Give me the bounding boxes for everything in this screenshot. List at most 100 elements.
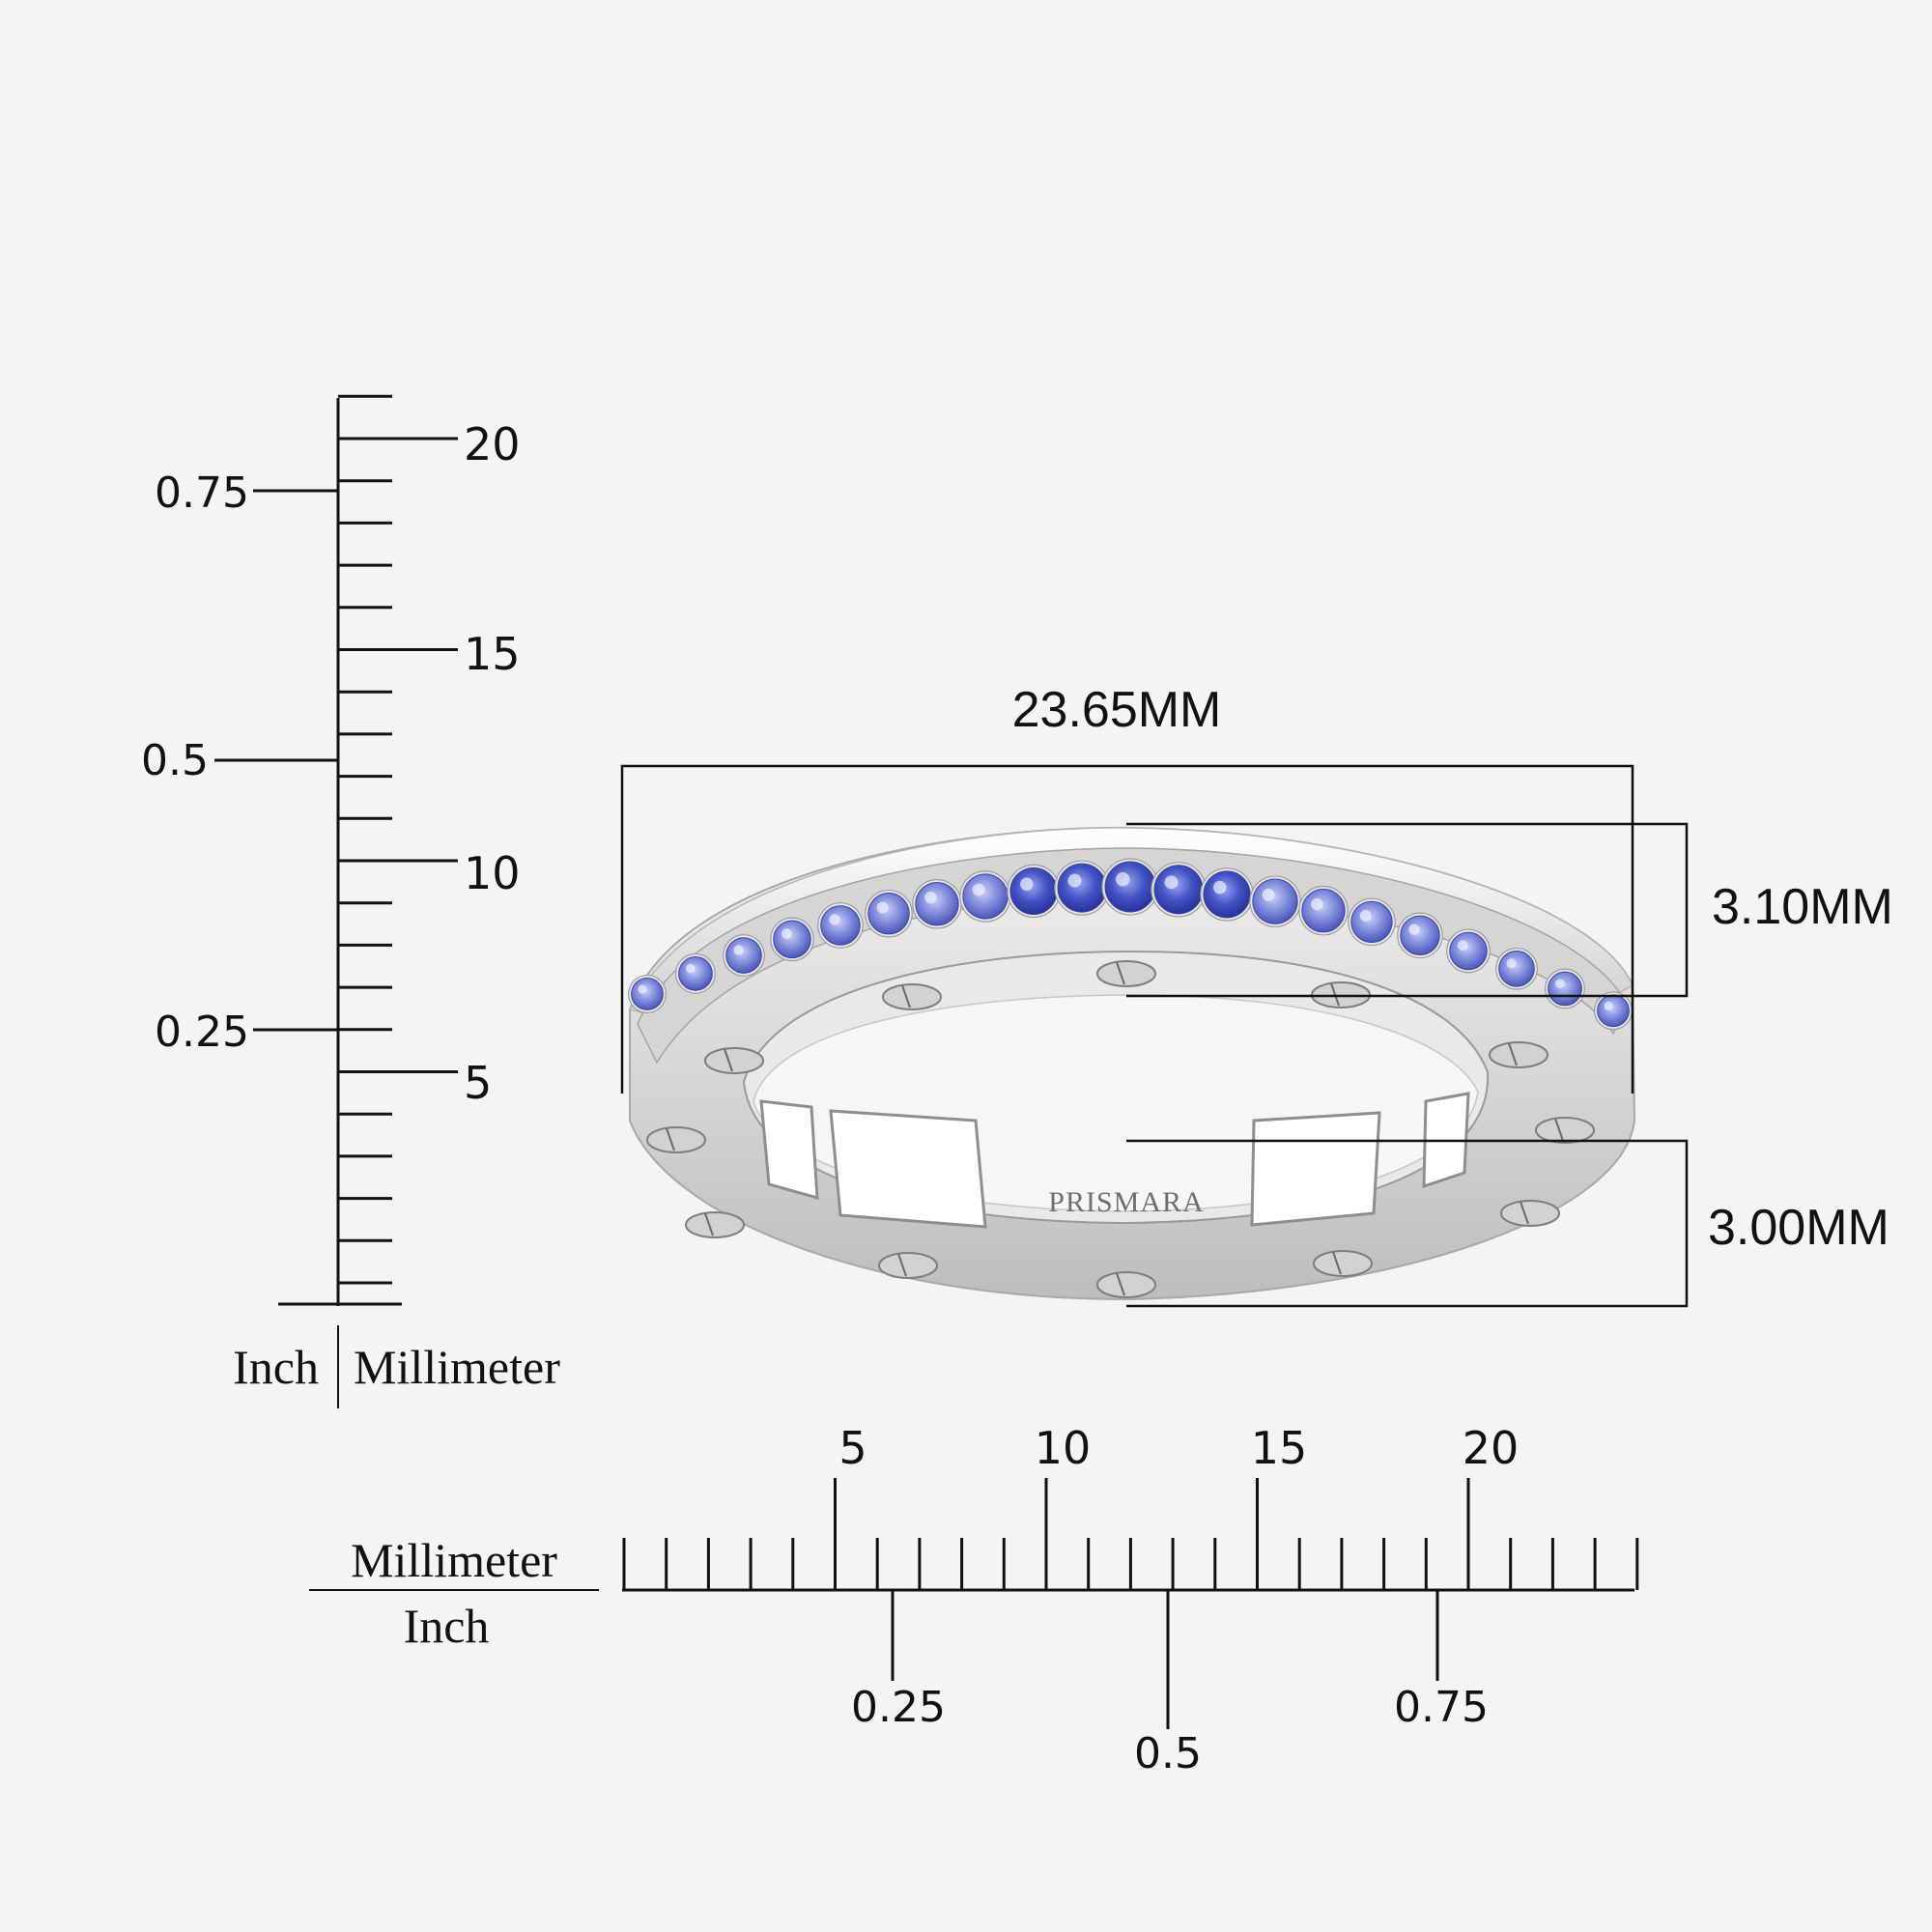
- top-width-dimension-label: 3.10MM: [1712, 879, 1893, 935]
- screw-head-slot: [704, 1212, 714, 1236]
- gem-highlight: [1262, 888, 1275, 901]
- gem-stone: [725, 937, 762, 974]
- gem-highlight: [781, 928, 792, 939]
- gem-stone: [678, 956, 713, 991]
- gem-stone: [962, 873, 1009, 920]
- gem-stone: [1153, 865, 1204, 915]
- screw-head-outline: [1500, 1200, 1560, 1227]
- ring-cutout-window: [1250, 1111, 1381, 1227]
- gem-highlight: [924, 891, 937, 904]
- screw-head: [685, 1211, 745, 1238]
- horizontal-mm-tick-label: 10: [1035, 1422, 1092, 1474]
- screw-head-outline: [685, 1211, 745, 1238]
- screw-head-slot: [897, 1253, 907, 1277]
- vertical-inch-labels: 0.25 0.5 0.75: [141, 469, 249, 1057]
- gemstone: [723, 934, 765, 977]
- gem-highlight: [876, 901, 889, 914]
- gemstone: [1348, 897, 1396, 947]
- ring-cutout-window: [759, 1099, 819, 1201]
- screw-details: [646, 960, 1595, 1298]
- gem-highlight: [638, 984, 647, 994]
- screw-head: [1500, 1200, 1560, 1227]
- gem-stone: [1301, 889, 1346, 933]
- gem-stone: [1203, 870, 1251, 919]
- screw-head-slot: [1554, 1118, 1564, 1142]
- gemstone: [1495, 947, 1538, 990]
- screw-head-outline: [704, 1047, 764, 1074]
- gem-highlight: [829, 914, 840, 925]
- width-bracket: [620, 764, 1634, 1094]
- screw-head-outline: [646, 1126, 706, 1153]
- gem-stone: [631, 978, 664, 1010]
- gem-highlight: [1311, 897, 1323, 911]
- gem-highlight: [1115, 871, 1130, 887]
- brand-engraving: PRISMARA: [1048, 1186, 1204, 1218]
- gemstone: [628, 974, 667, 1013]
- gem-highlight: [1067, 873, 1082, 888]
- gemstone: [865, 889, 913, 938]
- gem-stone: [1104, 861, 1156, 913]
- screw-head: [1313, 1250, 1373, 1277]
- gemstone: [1446, 928, 1491, 974]
- horizontal-mm-tick-label: 20: [1463, 1422, 1520, 1474]
- screw-head-slot: [1330, 982, 1340, 1007]
- ring-image: PRISMARA: [628, 826, 1636, 1301]
- gemstone: [1249, 875, 1301, 927]
- screw-head: [1535, 1117, 1595, 1144]
- vertical-inch-tick-label: 0.5: [141, 736, 209, 785]
- gem-stone: [915, 882, 959, 926]
- horizontal-mm-ticks: [622, 1478, 1639, 1590]
- screw-head: [1096, 1271, 1156, 1298]
- gem-stone: [1057, 863, 1107, 913]
- gem-stone: [1548, 971, 1582, 1007]
- screw-head-outline: [878, 1252, 938, 1279]
- gem-stone: [1252, 878, 1298, 924]
- gem-highlight: [1408, 923, 1420, 935]
- gemstone: [1054, 860, 1110, 916]
- horizontal-mm-labels: 5 10 15 20: [838, 1422, 1519, 1474]
- gemstone: [675, 952, 716, 994]
- gem-highlight: [1554, 979, 1565, 989]
- vertical-ruler: [214, 394, 458, 1408]
- gem-highlight: [1213, 880, 1227, 895]
- gemstone: [1200, 867, 1254, 922]
- gem-stone: [773, 920, 811, 959]
- gemstone: [770, 917, 814, 962]
- vertical-inch-tick-label: 0.75: [155, 469, 249, 518]
- gem-stone: [820, 905, 861, 946]
- horizontal-mm-tick-label: 15: [1251, 1422, 1308, 1474]
- gemstone: [1007, 864, 1061, 919]
- horizontal-inch-tick-label: 0.5: [1134, 1729, 1202, 1778]
- gem-highlight: [1506, 958, 1517, 969]
- screw-head-outline: [1535, 1117, 1595, 1144]
- screw-head: [878, 1252, 938, 1279]
- screw-head-outline: [1313, 1250, 1373, 1277]
- vertical-mm-tick-label: 20: [464, 418, 521, 470]
- gemstone: [1397, 912, 1443, 959]
- gemstone: [1545, 968, 1585, 1009]
- gem-highlight: [972, 883, 985, 896]
- screw-head-outline: [1096, 960, 1156, 987]
- screw-head-outline: [882, 983, 942, 1010]
- horizontal-ruler: [309, 1478, 1639, 1729]
- vertical-mm-tick-label: 10: [464, 847, 521, 899]
- horizontal-inch-tick-label: 0.75: [1394, 1683, 1489, 1732]
- gemstone: [912, 878, 962, 929]
- screw-head: [882, 983, 942, 1010]
- gem-highlight: [1604, 1001, 1613, 1010]
- horizontal-inch-labels: 0.25 0.5 0.75: [851, 1683, 1489, 1778]
- horizontal-mm-caption: Millimeter: [351, 1533, 557, 1587]
- gem-highlight: [1359, 910, 1372, 922]
- gemstone-row: [628, 858, 1633, 1031]
- vertical-mm-labels: 5 10 15 20: [464, 418, 521, 1109]
- gem-highlight: [733, 945, 744, 955]
- screw-head: [704, 1047, 764, 1074]
- band-height-bracket: [1126, 1139, 1689, 1308]
- screw-head-outline: [1489, 1041, 1548, 1068]
- gem-stone: [1009, 867, 1058, 916]
- band-height-dimension-label: 3.00MM: [1708, 1200, 1889, 1256]
- screw-head: [1096, 960, 1156, 987]
- gem-stone: [1597, 994, 1630, 1028]
- gem-highlight: [685, 963, 696, 974]
